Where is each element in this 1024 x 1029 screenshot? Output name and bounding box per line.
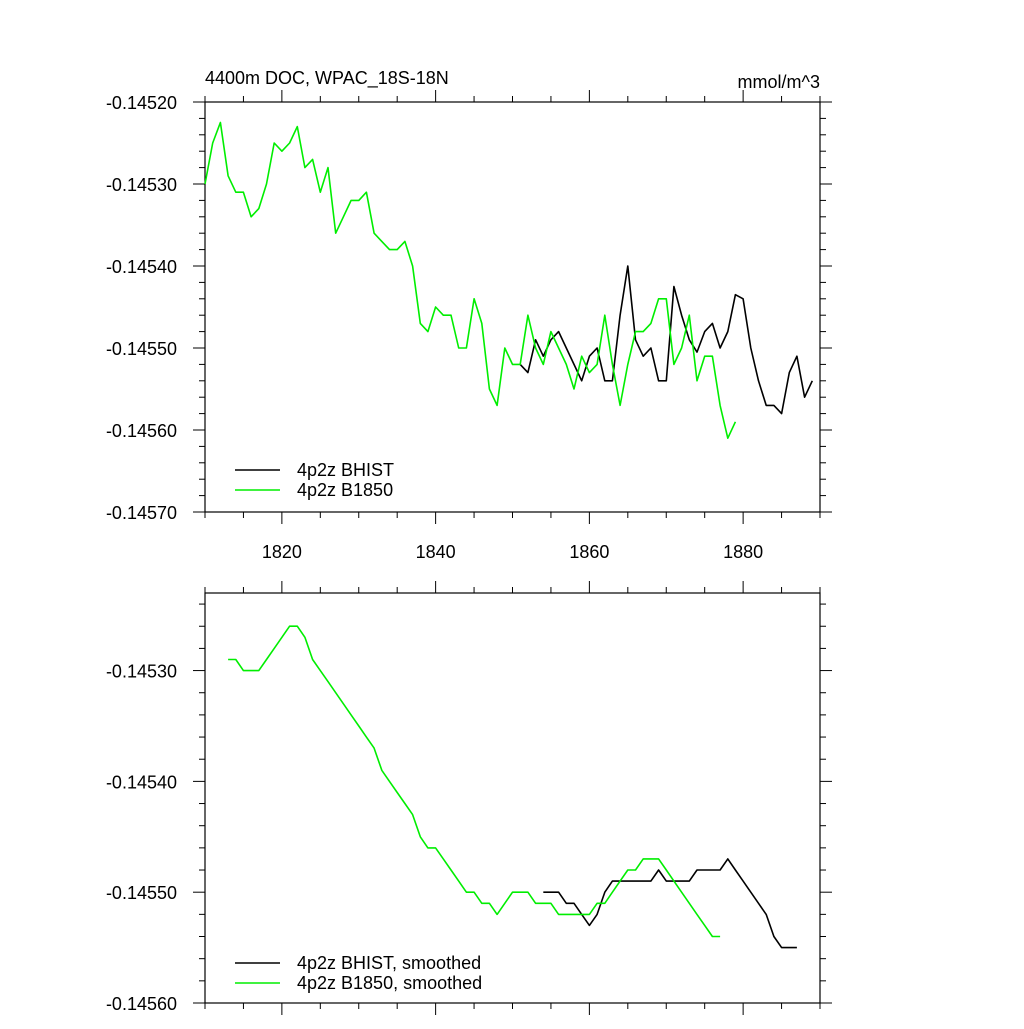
series-line-2 xyxy=(228,625,721,938)
plot-frame xyxy=(204,101,821,513)
chart-title: 4400m DOC, WPAC_18S-18N xyxy=(205,68,449,89)
legend-label-1: 4p2z BHIST xyxy=(297,460,394,480)
y-tick-label: -0.14570 xyxy=(106,503,177,523)
legend-label-2: 4p2z B1850 xyxy=(297,480,393,500)
x-tick-label: 1880 xyxy=(723,542,763,562)
chart-panel-1: 4400m DOC, WPAC_18S-18N mmol/m^3 1820 1840 1… xyxy=(106,68,832,562)
plot-frame xyxy=(204,592,821,1004)
y-tick-label: -0.14530 xyxy=(106,662,177,682)
x-tick-label: 1840 xyxy=(416,542,456,562)
y-tick-label: -0.14550 xyxy=(106,883,177,903)
y-tick-label: -0.14560 xyxy=(106,994,177,1014)
series-line-1 xyxy=(543,858,797,949)
y-tick-label: -0.14540 xyxy=(106,257,177,277)
series-line-1 xyxy=(519,265,814,415)
units-label: mmol/m^3 xyxy=(738,72,820,92)
legend-label-2: 4p2z B1850, smoothed xyxy=(297,973,482,993)
x-tick-label: 1860 xyxy=(569,542,609,562)
y-tick-label: -0.14560 xyxy=(106,421,177,441)
y-tick-label: -0.14530 xyxy=(106,175,177,195)
series-line-2 xyxy=(204,121,737,440)
legend-label-1: 4p2z BHIST, smoothed xyxy=(297,953,481,973)
chart-panel-2: -0.14530 -0.14540 -0.14550 -0.14560 4p2z BHI… xyxy=(106,581,832,1015)
x-tick-label: 1820 xyxy=(262,542,302,562)
y-tick-label: -0.14540 xyxy=(106,772,177,792)
y-tick-label: -0.14550 xyxy=(106,339,177,359)
y-tick-label: -0.14520 xyxy=(106,93,177,113)
